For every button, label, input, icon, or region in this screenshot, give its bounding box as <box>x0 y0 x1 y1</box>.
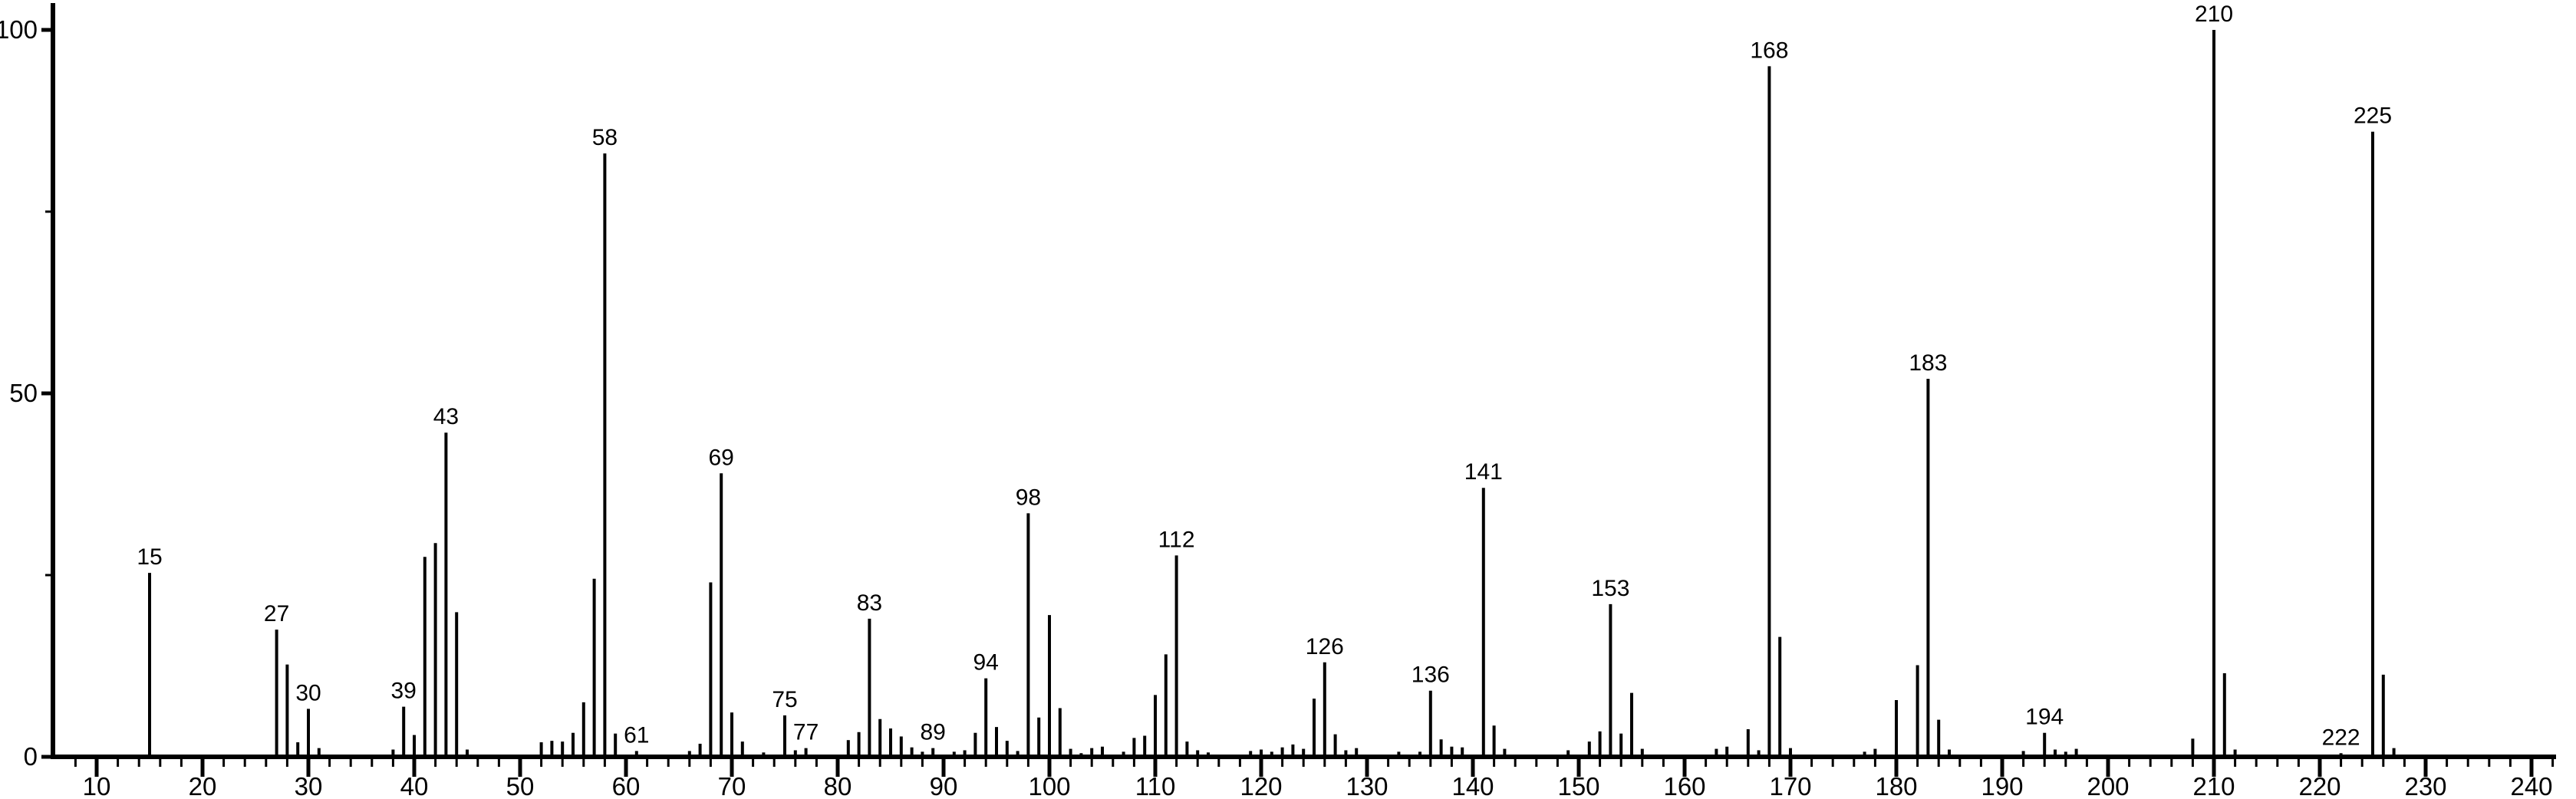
peak-label: 98 <box>1016 485 1041 510</box>
peak-label: 30 <box>295 680 321 705</box>
peak-label: 43 <box>433 404 459 429</box>
x-axis-tick-label: 160 <box>1663 772 1705 799</box>
peak-label: 126 <box>1306 634 1344 659</box>
x-axis-tick-label: 80 <box>824 772 852 799</box>
peak-label: 112 <box>1158 527 1195 552</box>
peak-label: 136 <box>1412 663 1450 688</box>
peak-label: 83 <box>857 590 882 616</box>
x-axis-tick-label: 100 <box>1028 772 1070 799</box>
x-axis-tick-label: 40 <box>400 772 429 799</box>
x-axis-tick-label: 140 <box>1451 772 1494 799</box>
peak-label: 15 <box>137 544 162 570</box>
x-axis-tick-label: 240 <box>2510 772 2552 799</box>
x-axis-tick-label: 20 <box>189 772 217 799</box>
x-axis-tick-label: 220 <box>2298 772 2340 799</box>
peak-label: 58 <box>592 125 618 150</box>
x-axis-tick-label: 120 <box>1240 772 1282 799</box>
peak-label: 27 <box>264 601 289 626</box>
x-axis-tick-label: 170 <box>1769 772 1811 799</box>
x-axis-tick-label: 230 <box>2404 772 2446 799</box>
x-axis-tick-label: 50 <box>506 772 535 799</box>
peak-label: 94 <box>973 650 999 676</box>
x-axis-tick-label: 200 <box>2087 772 2129 799</box>
peak-label: 222 <box>2322 725 2360 750</box>
x-axis-tick-label: 70 <box>718 772 746 799</box>
x-axis-tick-label: 10 <box>83 772 111 799</box>
peak-label: 153 <box>1591 576 1629 601</box>
x-axis-tick-label: 60 <box>612 772 641 799</box>
x-axis-tick-label: 180 <box>1875 772 1917 799</box>
y-axis-tick-label: 50 <box>9 379 38 407</box>
peak-label: 194 <box>2025 705 2064 730</box>
x-axis-tick-label: 90 <box>930 772 958 799</box>
x-axis-tick-label: 190 <box>1981 772 2023 799</box>
peak-label: 183 <box>1909 350 1947 376</box>
x-axis-tick-label: 210 <box>2192 772 2235 799</box>
x-axis-tick-label: 150 <box>1557 772 1599 799</box>
peak-label: 69 <box>709 445 734 470</box>
peak-label: 39 <box>391 679 417 704</box>
peak-label: 168 <box>1750 38 1788 63</box>
peak-label: 225 <box>2354 104 2392 129</box>
y-axis-tick-label: 100 <box>0 15 38 44</box>
peak-label: 77 <box>793 720 819 745</box>
peak-label: 210 <box>2195 2 2233 27</box>
peak-label: 89 <box>921 720 946 745</box>
x-axis-tick-label: 110 <box>1135 772 1176 799</box>
x-axis-tick-label: 130 <box>1346 772 1388 799</box>
peak-label: 61 <box>624 722 649 748</box>
x-axis-tick-label: 30 <box>295 772 323 799</box>
y-axis-tick-label: 0 <box>24 742 38 771</box>
peak-label: 141 <box>1464 459 1503 485</box>
peak-label: 75 <box>772 687 797 712</box>
